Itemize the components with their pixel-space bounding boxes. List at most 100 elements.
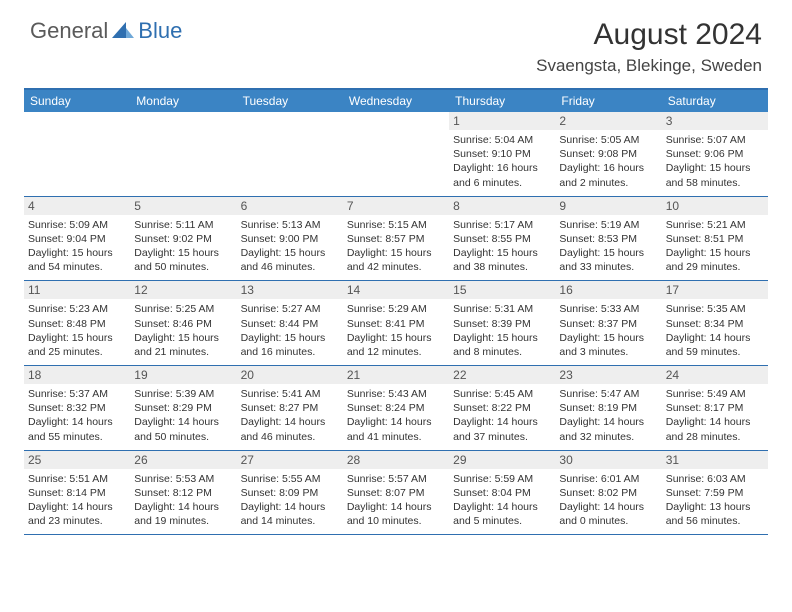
day-cell: 18Sunrise: 5:37 AMSunset: 8:32 PMDayligh… (24, 366, 130, 450)
day-number: 29 (453, 453, 551, 467)
weekday-header: Monday (130, 90, 236, 112)
day-details: Sunrise: 5:29 AMSunset: 8:41 PMDaylight:… (347, 302, 445, 359)
day-cell: 26Sunrise: 5:53 AMSunset: 8:12 PMDayligh… (130, 451, 236, 535)
day-number: 20 (241, 368, 339, 382)
page-header: General Blue August 2024 Svaengsta, Blek… (0, 0, 792, 80)
day-number: 17 (666, 283, 764, 297)
day-cell: 16Sunrise: 5:33 AMSunset: 8:37 PMDayligh… (555, 281, 661, 365)
day-cell: 21 Sunrise: 5:43 AMSunset: 8:24 PMDayligh… (343, 366, 449, 450)
day-number-bar: 2 (555, 112, 661, 130)
day-number: 5 (134, 199, 232, 213)
day-details: Sunrise: 5:41 AMSunset: 8:27 PMDaylight:… (241, 387, 339, 444)
day-number-bar: 10 (662, 197, 768, 215)
day-number-bar: 27 (237, 451, 343, 469)
day-number-bar: 21 (343, 366, 449, 384)
day-number-bar: 4 (24, 197, 130, 215)
day-details: Sunrise: 5:55 AMSunset: 8:09 PMDaylight:… (241, 472, 339, 529)
day-cell: 12 Sunrise: 5:25 AMSunset: 8:46 PMDayligh… (130, 281, 236, 365)
day-number: 10 (666, 199, 764, 213)
day-number: 23 (559, 368, 657, 382)
day-number: 12 (134, 283, 232, 297)
day-cell: 1 Sunrise: 5:04 AMSunset: 9:10 PMDaylight… (449, 112, 555, 196)
logo-text-general: General (30, 18, 108, 44)
day-cell: 10 Sunrise: 5:21 AMSunset: 8:51 PMDayligh… (662, 197, 768, 281)
day-number-bar: 7 (343, 197, 449, 215)
day-details: Sunrise: 5:25 AMSunset: 8:46 PMDaylight:… (134, 302, 232, 359)
day-number-bar: 15 (449, 281, 555, 299)
day-number: 15 (453, 283, 551, 297)
logo-triangle-icon (112, 20, 134, 43)
day-cell: 8Sunrise: 5:17 AMSunset: 8:55 PMDaylight… (449, 197, 555, 281)
day-number-bar (24, 112, 130, 116)
day-details: Sunrise: 5:49 AMSunset: 8:17 PMDaylight:… (666, 387, 764, 444)
day-cell: 24 Sunrise: 5:49 AMSunset: 8:17 PMDayligh… (662, 366, 768, 450)
location-subtitle: Svaengsta, Blekinge, Sweden (536, 56, 762, 76)
week-row: 1 Sunrise: 5:04 AMSunset: 9:10 PMDaylight… (24, 112, 768, 197)
day-cell: 31 Sunrise: 6:03 AMSunset: 7:59 PMDayligh… (662, 451, 768, 535)
title-block: August 2024 Svaengsta, Blekinge, Sweden (536, 18, 762, 76)
day-number-bar: 19 (130, 366, 236, 384)
day-number-bar: 26 (130, 451, 236, 469)
day-number-bar: 9 (555, 197, 661, 215)
day-cell: 6Sunrise: 5:13 AMSunset: 9:00 PMDaylight… (237, 197, 343, 281)
day-details: Sunrise: 6:03 AMSunset: 7:59 PMDaylight:… (666, 472, 764, 529)
day-number-bar: 14 (343, 281, 449, 299)
day-details: Sunrise: 5:21 AMSunset: 8:51 PMDaylight:… (666, 218, 764, 275)
day-number-bar: 29 (449, 451, 555, 469)
day-number: 22 (453, 368, 551, 382)
day-number: 2 (559, 114, 657, 128)
calendar: Sunday Monday Tuesday Wednesday Thursday… (24, 88, 768, 535)
day-number-bar: 22 (449, 366, 555, 384)
weekday-header: Saturday (662, 90, 768, 112)
day-cell: 23Sunrise: 5:47 AMSunset: 8:19 PMDayligh… (555, 366, 661, 450)
day-cell: 3Sunrise: 5:07 AMSunset: 9:06 PMDaylight… (662, 112, 768, 196)
day-number: 7 (347, 199, 445, 213)
weekday-header: Friday (555, 90, 661, 112)
day-cell (343, 112, 449, 196)
day-number: 6 (241, 199, 339, 213)
day-cell: 30Sunrise: 6:01 AMSunset: 8:02 PMDayligh… (555, 451, 661, 535)
day-number: 27 (241, 453, 339, 467)
day-cell: 15Sunrise: 5:31 AMSunset: 8:39 PMDayligh… (449, 281, 555, 365)
weekday-header: Wednesday (343, 90, 449, 112)
logo-text-blue: Blue (138, 18, 182, 44)
day-number: 24 (666, 368, 764, 382)
day-cell: 20 Sunrise: 5:41 AMSunset: 8:27 PMDayligh… (237, 366, 343, 450)
weekday-header: Tuesday (237, 90, 343, 112)
day-number: 4 (28, 199, 126, 213)
day-cell: 19Sunrise: 5:39 AMSunset: 8:29 PMDayligh… (130, 366, 236, 450)
day-cell: 5Sunrise: 5:11 AMSunset: 9:02 PMDaylight… (130, 197, 236, 281)
day-cell: 2Sunrise: 5:05 AMSunset: 9:08 PMDaylight… (555, 112, 661, 196)
day-details: Sunrise: 5:04 AMSunset: 9:10 PMDaylight:… (453, 133, 551, 190)
day-number-bar: 6 (237, 197, 343, 215)
day-cell: 9Sunrise: 5:19 AMSunset: 8:53 PMDaylight… (555, 197, 661, 281)
day-number: 9 (559, 199, 657, 213)
day-cell: 13Sunrise: 5:27 AMSunset: 8:44 PMDayligh… (237, 281, 343, 365)
day-details: Sunrise: 5:45 AMSunset: 8:22 PMDaylight:… (453, 387, 551, 444)
day-cell (130, 112, 236, 196)
day-number-bar: 1 (449, 112, 555, 130)
day-number: 25 (28, 453, 126, 467)
week-row: 25Sunrise: 5:51 AMSunset: 8:14 PMDayligh… (24, 451, 768, 536)
day-details: Sunrise: 5:35 AMSunset: 8:34 PMDaylight:… (666, 302, 764, 359)
day-number-bar: 17 (662, 281, 768, 299)
day-cell: 17 Sunrise: 5:35 AMSunset: 8:34 PMDayligh… (662, 281, 768, 365)
day-cell (237, 112, 343, 196)
day-number-bar (343, 112, 449, 116)
day-number: 30 (559, 453, 657, 467)
day-number-bar: 24 (662, 366, 768, 384)
weekday-header: Thursday (449, 90, 555, 112)
day-number-bar: 30 (555, 451, 661, 469)
day-number-bar: 3 (662, 112, 768, 130)
day-number-bar: 13 (237, 281, 343, 299)
day-number-bar: 31 (662, 451, 768, 469)
day-details: Sunrise: 5:43 AMSunset: 8:24 PMDaylight:… (347, 387, 445, 444)
day-cell: 28Sunrise: 5:57 AMSunset: 8:07 PMDayligh… (343, 451, 449, 535)
logo: General Blue (30, 18, 182, 44)
day-number: 14 (347, 283, 445, 297)
day-number: 19 (134, 368, 232, 382)
week-row: 4Sunrise: 5:09 AMSunset: 9:04 PMDaylight… (24, 197, 768, 282)
day-number: 16 (559, 283, 657, 297)
day-number: 21 (347, 368, 445, 382)
day-number-bar: 23 (555, 366, 661, 384)
